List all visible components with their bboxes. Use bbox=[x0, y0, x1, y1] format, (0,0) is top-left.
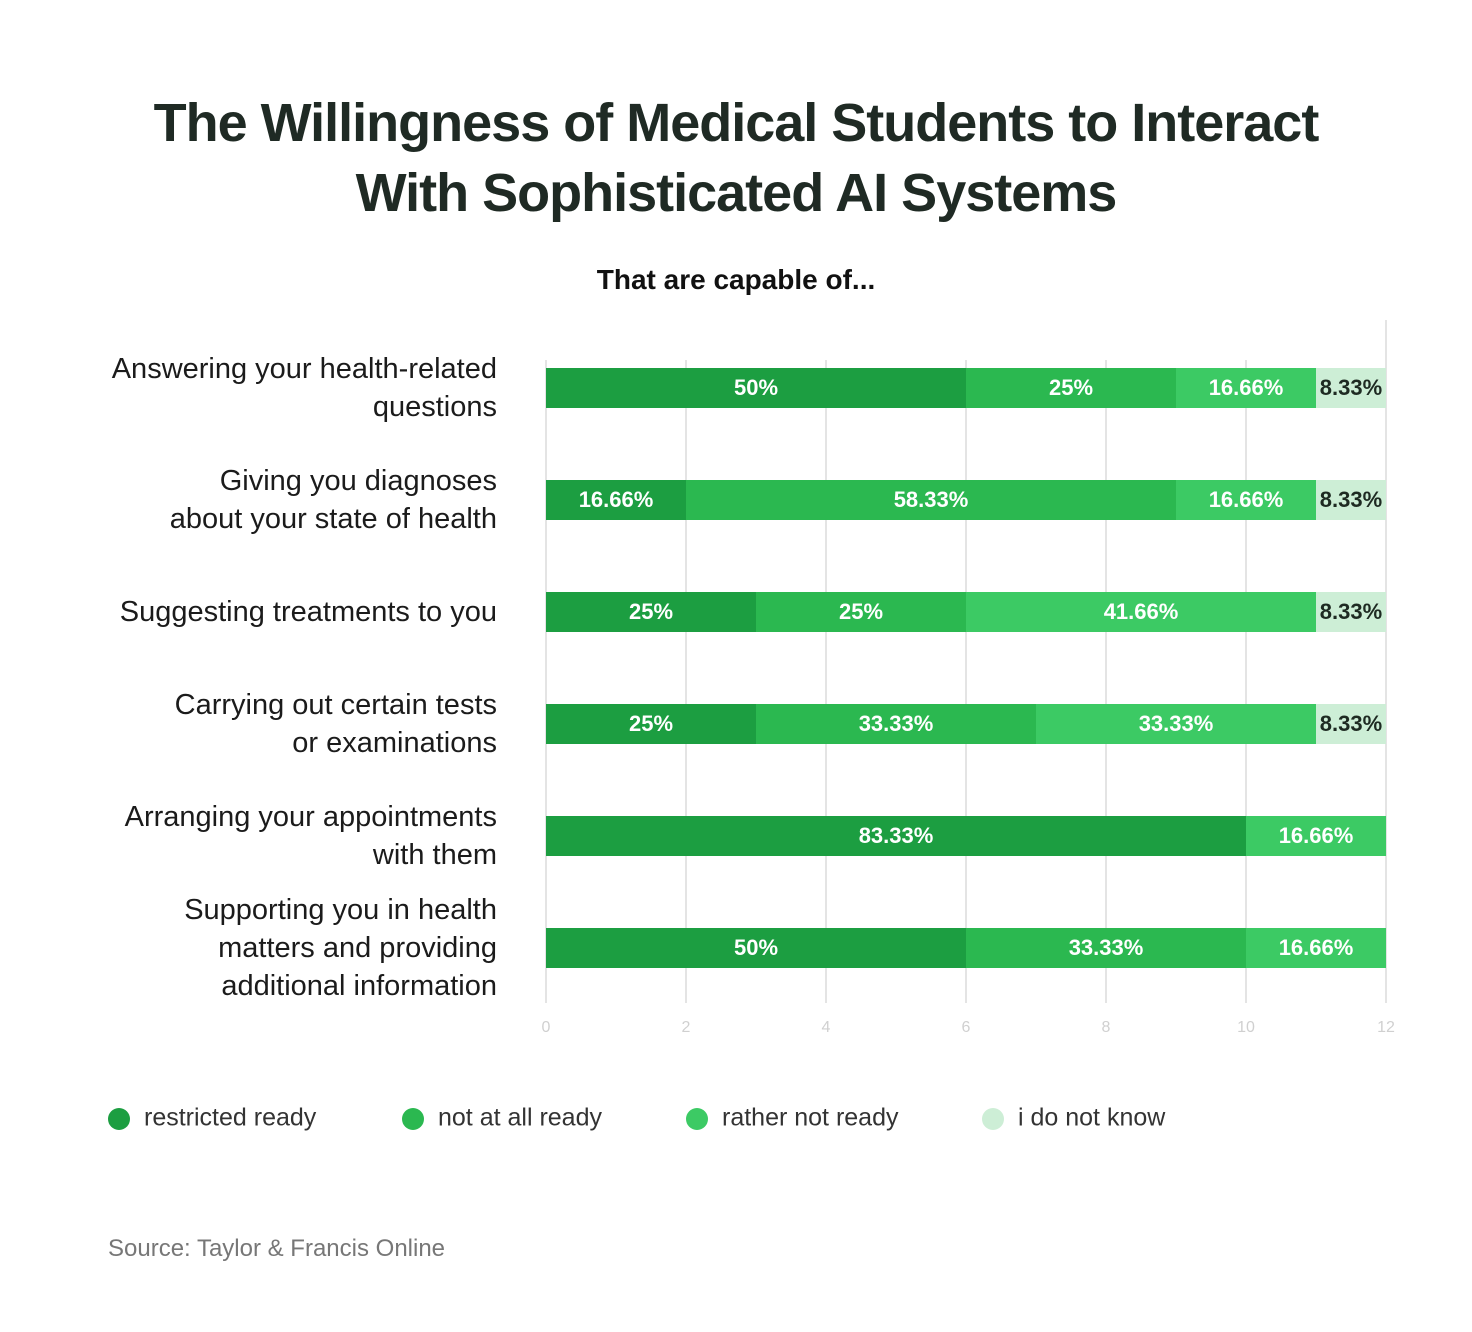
data-label: 16.66% bbox=[579, 487, 654, 512]
y-tick-label: Carrying out certain tests or examinatio… bbox=[174, 689, 497, 759]
data-label: 25% bbox=[839, 599, 883, 624]
bar-segment bbox=[1316, 592, 1386, 632]
data-label: 8.33% bbox=[1320, 711, 1382, 736]
data-label: 8.33% bbox=[1320, 599, 1382, 624]
data-label: 58.33% bbox=[894, 487, 969, 512]
legend-label: restricted ready bbox=[144, 1104, 317, 1132]
x-tick-label: 6 bbox=[962, 1019, 971, 1036]
legend-marker bbox=[108, 1108, 130, 1130]
legend-marker bbox=[982, 1108, 1004, 1130]
x-tick-label: 2 bbox=[682, 1019, 691, 1036]
legend-marker bbox=[402, 1108, 424, 1130]
data-label: 16.66% bbox=[1209, 375, 1284, 400]
bar-segment bbox=[1036, 704, 1316, 744]
legend-label: not at all ready bbox=[438, 1104, 602, 1132]
legend-label: i do not know bbox=[1018, 1104, 1166, 1132]
x-tick-label: 4 bbox=[822, 1019, 831, 1036]
x-tick-label: 12 bbox=[1377, 1019, 1395, 1036]
bar-segment bbox=[1176, 368, 1316, 408]
legend-label: rather not ready bbox=[722, 1104, 899, 1132]
bar-segment bbox=[756, 592, 966, 632]
bar-segment bbox=[966, 592, 1316, 632]
bar-segment bbox=[1316, 704, 1386, 744]
y-tick-label: Giving you diagnoses about your state of… bbox=[169, 465, 497, 535]
bar-segment bbox=[1246, 816, 1386, 856]
data-label: 33.33% bbox=[1069, 935, 1144, 960]
data-label: 33.33% bbox=[859, 711, 934, 736]
data-label: 8.33% bbox=[1320, 375, 1382, 400]
source: Source: Taylor & Francis Online bbox=[108, 1235, 446, 1262]
bar-segment bbox=[756, 704, 1036, 744]
bar-segment bbox=[966, 368, 1176, 408]
bar-segment bbox=[546, 480, 686, 520]
bar-segment bbox=[546, 928, 966, 968]
y-tick-label: Answering your health-related questions bbox=[111, 353, 497, 423]
bar-segment bbox=[686, 480, 1176, 520]
bar-segment bbox=[546, 816, 1246, 856]
y-tick-label: Suggesting treatments to you bbox=[119, 596, 497, 628]
bar-segment bbox=[546, 704, 756, 744]
x-tick-label: 8 bbox=[1102, 1019, 1111, 1036]
data-label: 83.33% bbox=[859, 823, 934, 848]
data-label: 25% bbox=[629, 599, 673, 624]
y-tick-label: Arranging your appointments with them bbox=[124, 801, 497, 871]
data-label: 8.33% bbox=[1320, 487, 1382, 512]
x-tick-label: 0 bbox=[542, 1019, 551, 1036]
bar-segment bbox=[966, 928, 1246, 968]
data-label: 41.66% bbox=[1104, 599, 1179, 624]
data-label: 33.33% bbox=[1139, 711, 1214, 736]
data-label: 25% bbox=[629, 711, 673, 736]
data-label: 50% bbox=[734, 935, 778, 960]
data-label: 50% bbox=[734, 375, 778, 400]
data-label: 25% bbox=[1049, 375, 1093, 400]
data-label: 16.66% bbox=[1209, 487, 1284, 512]
data-label: 16.66% bbox=[1279, 823, 1354, 848]
data-label: 16.66% bbox=[1279, 935, 1354, 960]
x-tick-label: 10 bbox=[1237, 1019, 1255, 1036]
bar-segment bbox=[546, 592, 756, 632]
legend-marker bbox=[686, 1108, 708, 1130]
bar-segment bbox=[1246, 928, 1386, 968]
bar-segment bbox=[1316, 480, 1386, 520]
chart-title: The Willingness of Medical Students to I… bbox=[153, 93, 1320, 223]
chart-subtitle: That are capable of... bbox=[596, 264, 876, 295]
bar-segment bbox=[1316, 368, 1386, 408]
bar-segment bbox=[1176, 480, 1316, 520]
bar-segment bbox=[546, 368, 966, 408]
y-tick-label: Supporting you in health matters and pro… bbox=[184, 894, 497, 1002]
